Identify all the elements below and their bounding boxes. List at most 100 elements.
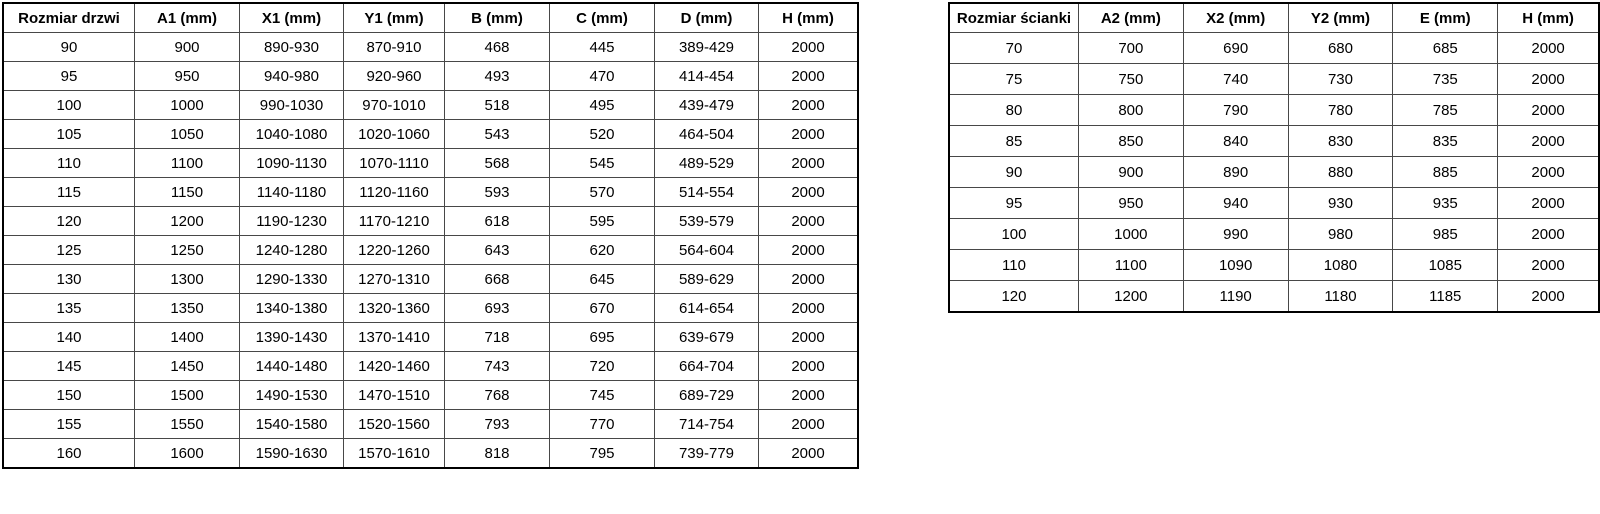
table-cell: 785	[1392, 94, 1499, 126]
table-cell: 145	[2, 351, 135, 381]
table-cell: 439-479	[654, 90, 759, 120]
table-cell: 900	[1077, 156, 1184, 188]
column-header: Rozmiar ścianki	[948, 2, 1079, 33]
table-cell: 1300	[134, 264, 240, 294]
table-row: 90 900 890-930 870-910 468 445 389-429 2000	[2, 32, 859, 62]
column-header: Rozmiar drzwi	[2, 2, 135, 33]
table-cell: 539-579	[654, 206, 759, 236]
table-row: 140 1400 1390-1430 1370-1410 718 695 639-679 20…	[2, 322, 859, 352]
table-cell: 990-1030	[239, 90, 344, 120]
table-cell: 740	[1182, 63, 1289, 95]
table-cell: 1450	[134, 351, 240, 381]
table-cell: 414-454	[654, 61, 759, 91]
column-header: C (mm)	[549, 2, 655, 33]
table-cell: 1590-1630	[239, 438, 344, 469]
table-cell: 1270-1310	[343, 264, 445, 294]
table-cell: 445	[549, 32, 655, 62]
table-cell: 543	[444, 119, 550, 149]
table-cell: 1520-1560	[343, 409, 445, 439]
table-cell: 1040-1080	[239, 119, 344, 149]
table-row: 100 1000 990-1030 970-1010 518 495 439-479 2000	[2, 90, 859, 120]
column-header: B (mm)	[444, 2, 550, 33]
table-cell: 1190-1230	[239, 206, 344, 236]
table-cell: 2000	[758, 380, 859, 410]
table-row: 155 1550 1540-1580 1520-1560 793 770 714-754 20…	[2, 409, 859, 439]
table-cell: 890-930	[239, 32, 344, 62]
table-cell: 735	[1392, 63, 1499, 95]
column-header: E (mm)	[1392, 2, 1499, 33]
table-cell: 950	[1077, 187, 1184, 219]
table-row: 115 1150 1140-1180 1120-1160 593 570 514-554 20…	[2, 177, 859, 207]
table-cell: 105	[2, 119, 135, 149]
table-cell: 595	[549, 206, 655, 236]
table-cell: 1540-1580	[239, 409, 344, 439]
table-cell: 1080	[1287, 249, 1394, 281]
table-cell: 568	[444, 148, 550, 178]
table-cell: 639-679	[654, 322, 759, 352]
table-cell: 1500	[134, 380, 240, 410]
table-row: 145 1450 1440-1480 1420-1460 743 720 664-704 20…	[2, 351, 859, 381]
table-cell: 1390-1430	[239, 322, 344, 352]
table-cell: 1290-1330	[239, 264, 344, 294]
table-cell: 1400	[134, 322, 240, 352]
table-row: 160 1600 1590-1630 1570-1610 818 795 739-779 20…	[2, 438, 859, 469]
table-cell: 2000	[758, 90, 859, 120]
table-cell: 790	[1182, 94, 1289, 126]
table-cell: 1320-1360	[343, 293, 445, 323]
table-cell: 140	[2, 322, 135, 352]
table-cell: 518	[444, 90, 550, 120]
table-cell: 793	[444, 409, 550, 439]
table-cell: 464-504	[654, 119, 759, 149]
table-cell: 2000	[1497, 94, 1600, 126]
table-cell: 1120-1160	[343, 177, 445, 207]
door-dimensions-table: Rozmiar drzwi A1 (mm) X1 (mm) Y1 (mm) B (mm)…	[2, 2, 859, 469]
column-header: X2 (mm)	[1182, 2, 1289, 33]
table-cell: 1550	[134, 409, 240, 439]
column-header: A2 (mm)	[1077, 2, 1184, 33]
table-cell: 1200	[1077, 280, 1184, 313]
table-cell: 720	[549, 351, 655, 381]
table-cell: 840	[1182, 125, 1289, 157]
table-cell: 800	[1077, 94, 1184, 126]
table-cell: 695	[549, 322, 655, 352]
table-cell: 2000	[1497, 63, 1600, 95]
table-row: 150 1500 1490-1530 1470-1510 768 745 689-729 20…	[2, 380, 859, 410]
table-cell: 2000	[758, 148, 859, 178]
table-cell: 1440-1480	[239, 351, 344, 381]
table-cell: 1420-1460	[343, 351, 445, 381]
table-cell: 2000	[758, 235, 859, 265]
table-cell: 664-704	[654, 351, 759, 381]
table-cell: 680	[1287, 32, 1394, 64]
table-cell: 2000	[758, 351, 859, 381]
table-row: 120 1200 1190 1180 1185 2000	[948, 280, 1600, 313]
column-header: H (mm)	[1497, 2, 1600, 33]
table-cell: 1570-1610	[343, 438, 445, 469]
table-cell: 1090	[1182, 249, 1289, 281]
table-cell: 155	[2, 409, 135, 439]
table-cell: 614-654	[654, 293, 759, 323]
table-cell: 1000	[1077, 218, 1184, 250]
table-cell: 1370-1410	[343, 322, 445, 352]
table-cell: 100	[2, 90, 135, 120]
table-cell: 125	[2, 235, 135, 265]
table-cell: 135	[2, 293, 135, 323]
table-cell: 689-729	[654, 380, 759, 410]
table-cell: 730	[1287, 63, 1394, 95]
table-cell: 80	[948, 94, 1079, 126]
table-cell: 780	[1287, 94, 1394, 126]
table-cell: 2000	[758, 177, 859, 207]
table-cell: 2000	[758, 264, 859, 294]
column-header: A1 (mm)	[134, 2, 240, 33]
table-cell: 1600	[134, 438, 240, 469]
table-cell: 950	[134, 61, 240, 91]
table-cell: 750	[1077, 63, 1184, 95]
table-cell: 2000	[758, 61, 859, 91]
table-cell: 545	[549, 148, 655, 178]
table-cell: 2000	[1497, 187, 1600, 219]
table-cell: 970-1010	[343, 90, 445, 120]
table-cell: 85	[948, 125, 1079, 157]
table-cell: 1050	[134, 119, 240, 149]
table-row: 95 950 940-980 920-960 493 470 414-454 2000	[2, 61, 859, 91]
table-cell: 1085	[1392, 249, 1499, 281]
table-cell: 1000	[134, 90, 240, 120]
